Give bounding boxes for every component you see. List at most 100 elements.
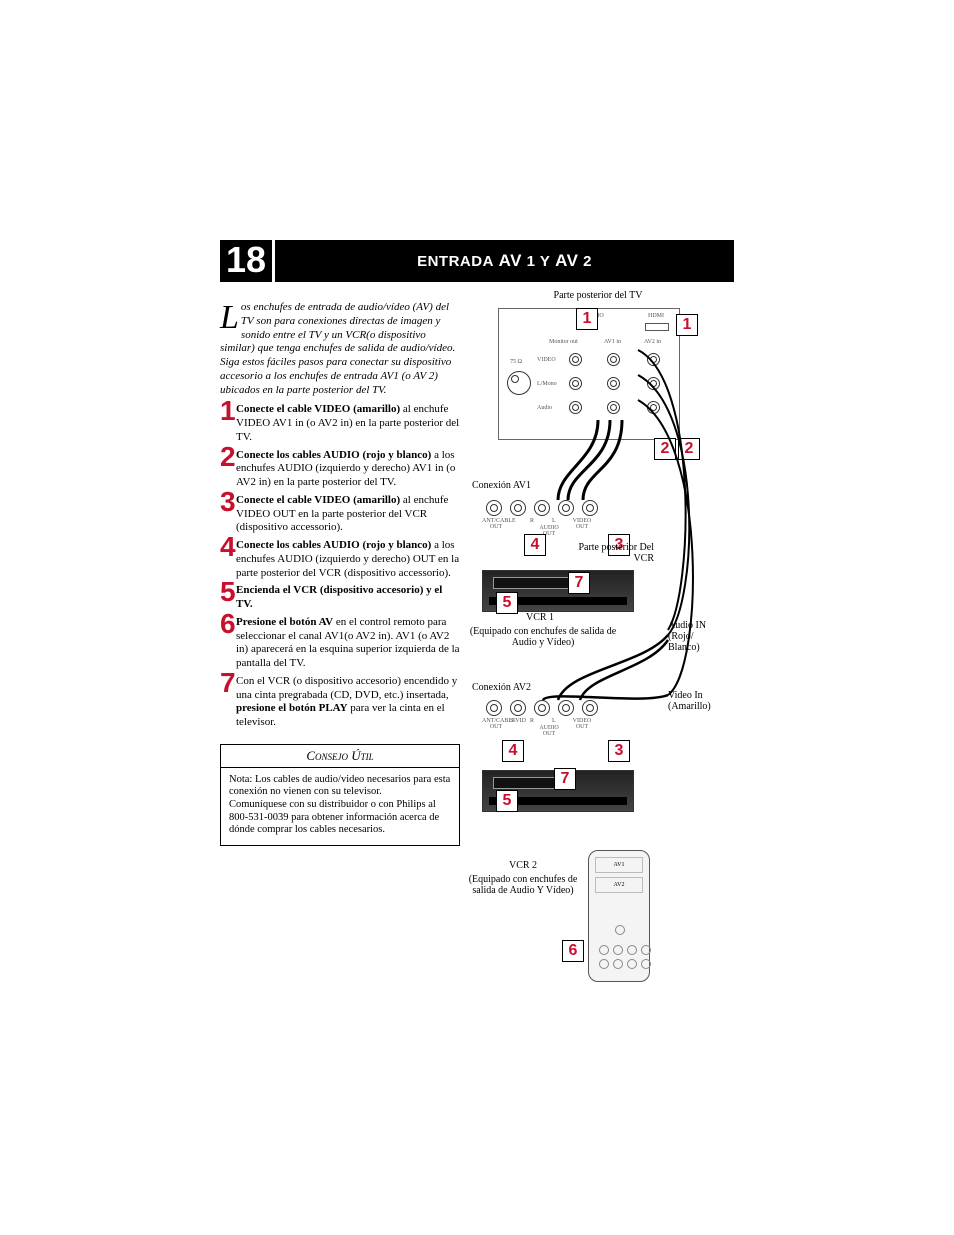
tip-line: Nota: Los cables de audio/video necesari… (229, 774, 450, 798)
vcr2-jacks (486, 700, 598, 716)
port-label: VIDEO OUT (568, 718, 596, 730)
title-part: AV (555, 251, 578, 271)
callout-5: 5 (496, 790, 518, 812)
jack (510, 700, 526, 716)
step-bold: Conecte el cable VIDEO (amarillo) (236, 403, 400, 415)
port-label: L (552, 518, 556, 524)
av1-label: Conexión AV1 (472, 480, 531, 491)
page-header: 18 ENTRADA AV 1 Y AV 2 (220, 240, 734, 282)
callout-7: 7 (568, 572, 590, 594)
diagram-column: Parte posterior del TV AUDIO HDMI Monito… (468, 290, 734, 1150)
jack (582, 500, 598, 516)
vcr2-label: VCR 2 (468, 860, 578, 871)
step-bold: Conecte el cable VIDEO (amarillo) (236, 494, 400, 506)
vcr1-label: VCR 1 (526, 612, 554, 623)
tip-title-text: Consejo Útil (306, 748, 373, 763)
callout-5: 5 (496, 592, 518, 614)
port-label: 75 Ω (501, 359, 531, 365)
callout-2: 2 (654, 438, 676, 460)
step-number: 1 (220, 397, 236, 425)
step-7: 7 Con el VCR (o dispositivo accesorio) e… (220, 675, 460, 730)
step-5: 5 Encienda el VCR (dispositivo accesorio… (220, 584, 460, 612)
jack (647, 377, 660, 390)
callout-6: 6 (562, 940, 584, 962)
jack (486, 700, 502, 716)
jack (647, 353, 660, 366)
intro-text: os enchufes de entrada de audio/vídeo (A… (220, 301, 455, 396)
jack (607, 377, 620, 390)
title-part: ENTRADA (417, 253, 494, 270)
jack (607, 401, 620, 414)
jack (534, 700, 550, 716)
connection-diagram: Parte posterior del TV AUDIO HDMI Monito… (468, 290, 728, 1150)
jack (582, 700, 598, 716)
vcr1-jacks (486, 500, 598, 516)
jack (569, 353, 582, 366)
av2-label: Conexión AV2 (472, 682, 531, 693)
jack (558, 500, 574, 516)
vcr2-note: (Equipado con enchufes de salida de Audi… (468, 874, 578, 896)
port-label: AV1 in (604, 339, 621, 345)
vcr-back-label: Parte posterior Del VCR (564, 542, 654, 564)
port-label: VIDEO (537, 357, 556, 363)
tip-line: Comuníquese con su distribuidor o con Ph… (229, 799, 439, 835)
step-number: 3 (220, 488, 236, 516)
callout-4: 4 (502, 740, 524, 762)
step-bold: Presione el botón AV (236, 616, 333, 628)
step-number: 7 (220, 669, 236, 697)
step-bold: Conecte los cables AUDIO (rojo y blanco) (236, 539, 431, 551)
intro-paragraph: Los enchufes de entrada de audio/vídeo (… (220, 301, 460, 397)
callout-4: 4 (524, 534, 546, 556)
callout-2: 2 (678, 438, 700, 460)
callout-1: 1 (676, 314, 698, 336)
remote-btn-label: AV2 (595, 877, 643, 893)
port-label: ANT/CABLE OUT (482, 518, 510, 530)
port-label: ANT/CABLE OUT (482, 718, 510, 730)
callout-1: 1 (576, 308, 598, 330)
chapter-number: 18 (220, 240, 272, 282)
step-number: 5 (220, 578, 236, 606)
step-number: 6 (220, 610, 236, 638)
port-label: Monitor out (549, 339, 578, 345)
content-columns: Los enchufes de entrada de audio/vídeo (… (220, 290, 734, 1150)
jack (486, 500, 502, 516)
port-label: R (530, 718, 534, 724)
step-3: 3 Conecte el cable VIDEO (amarillo) al e… (220, 494, 460, 535)
tip-body: Nota: Los cables de audio/video necesari… (221, 768, 459, 845)
jack (647, 401, 660, 414)
port-label: L (552, 718, 556, 724)
steps-list: 1 Conecte el cable VIDEO (amarillo) al e… (220, 403, 460, 730)
dropcap: L (220, 303, 239, 334)
tip-box: Consejo Útil Nota: Los cables de audio/v… (220, 744, 460, 846)
jack (558, 700, 574, 716)
step-bold: Encienda el VCR (dispositivo accesorio) … (236, 584, 442, 610)
port-label: AV2 in (644, 339, 661, 345)
callout-7: 7 (554, 768, 576, 790)
remote-control: AV1 AV2 (588, 850, 650, 982)
port-label: AUDIO OUT (534, 725, 564, 737)
step-4: 4 Conecte los cables AUDIO (rojo y blanc… (220, 539, 460, 580)
title-part: 1 Y (527, 253, 551, 270)
step-1: 1 Conecte el cable VIDEO (amarillo) al e… (220, 403, 460, 444)
page-title: ENTRADA AV 1 Y AV 2 (275, 240, 734, 282)
video-in-label: Video In (Amarillo) (668, 690, 723, 712)
tip-title: Consejo Útil (221, 745, 459, 768)
port-label: L/Mono (537, 381, 557, 387)
tv-back-label: Parte posterior del TV (538, 290, 658, 301)
vcr1-note: (Equipado con enchufes de salida de Audi… (468, 626, 618, 648)
jack (510, 500, 526, 516)
step-number: 2 (220, 443, 236, 471)
jack (569, 377, 582, 390)
port-label: S-VID (510, 718, 526, 724)
text-column: Los enchufes de entrada de audio/vídeo (… (220, 290, 460, 1150)
step-2: 2 Conecte los cables AUDIO (rojo y blanc… (220, 449, 460, 490)
port-label: VIDEO OUT (568, 518, 596, 530)
port-label: HDMI (641, 313, 671, 319)
step-bold: presione el botón PLAY (236, 702, 348, 714)
jack (507, 371, 531, 395)
step-6: 6 Presione el botón AV en el control rem… (220, 616, 460, 671)
audio-in-label: Audio IN (Rojo/ Blanco) (668, 620, 723, 653)
remote-btn-label: AV1 (595, 857, 643, 873)
step-text: Con el VCR (o dispositivo accesorio) enc… (236, 675, 457, 701)
step-number: 4 (220, 533, 236, 561)
